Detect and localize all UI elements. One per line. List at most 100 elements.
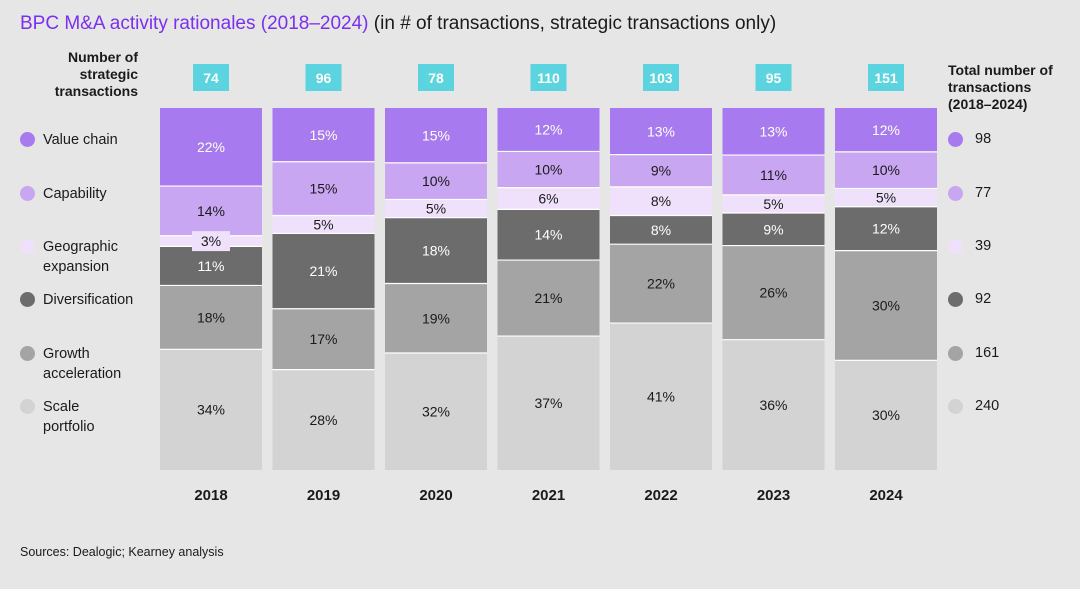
source-note: Sources: Dealogic; Kearney analysis bbox=[20, 545, 224, 559]
data-label-2021: 37% bbox=[534, 395, 562, 411]
legend-label: Diversification bbox=[43, 292, 134, 308]
bar-segment-2020-4 bbox=[385, 199, 487, 218]
data-label-2021: 12% bbox=[534, 122, 562, 138]
data-label-2023: 36% bbox=[759, 397, 787, 413]
data-label-2022: 8% bbox=[651, 222, 671, 238]
data-label-2019: 21% bbox=[309, 263, 337, 279]
count-box-2021 bbox=[530, 64, 567, 91]
bar-segment-2021-2 bbox=[497, 260, 600, 337]
data-label-2023: 11% bbox=[760, 167, 787, 183]
legend-value-chain: Value chain bbox=[20, 130, 155, 150]
bar-segment-2024-6 bbox=[835, 108, 937, 152]
x-tick-label-2019: 2019 bbox=[307, 487, 340, 504]
total-geographic-expansion: 39 bbox=[948, 238, 991, 254]
data-label-2021: 14% bbox=[534, 227, 562, 243]
chart-title-rest: (in # of transactions, strategic transac… bbox=[373, 13, 777, 34]
data-label-2024: 5% bbox=[876, 190, 896, 206]
x-tick-label-2022: 2022 bbox=[644, 487, 677, 504]
data-label-2023: 26% bbox=[759, 285, 787, 301]
data-label-2020: 32% bbox=[422, 403, 450, 419]
x-tick-label-2024: 2024 bbox=[869, 487, 903, 504]
legend-dot-icon bbox=[20, 239, 35, 254]
bar-segment-2022-4 bbox=[610, 186, 712, 216]
bar-segment-2023-4 bbox=[722, 194, 825, 213]
x-tick-label-2020: 2020 bbox=[419, 487, 452, 504]
count-label-2020: 78 bbox=[428, 70, 444, 86]
data-label-2022: 8% bbox=[651, 193, 671, 209]
count-label-2024: 151 bbox=[874, 70, 898, 86]
total-scale-portfolio: 240 bbox=[948, 398, 999, 414]
bar-segment-2020-3 bbox=[385, 217, 487, 284]
bar-segment-2023-6 bbox=[722, 108, 825, 156]
bar-segment-2023-3 bbox=[722, 212, 825, 246]
count-box-2020 bbox=[418, 64, 454, 91]
total-value: 39 bbox=[975, 238, 992, 254]
bar-segment-2020-1 bbox=[385, 352, 487, 470]
data-label-2020: 18% bbox=[422, 243, 450, 259]
data-label-2021: 10% bbox=[534, 162, 562, 178]
bar-segment-2021-6 bbox=[497, 108, 600, 152]
bar-segment-2018-5 bbox=[160, 186, 262, 236]
data-label-2019: 5% bbox=[313, 216, 333, 232]
total-value: 98 bbox=[975, 131, 992, 147]
total-capability: 77 bbox=[948, 185, 991, 201]
bar-segment-2024-5 bbox=[835, 151, 937, 189]
count-box-2023 bbox=[755, 64, 792, 91]
count-box-2022 bbox=[643, 64, 679, 91]
legend-dot-icon bbox=[20, 292, 35, 307]
bar-segment-2024-1 bbox=[835, 360, 937, 470]
legend-dot-icon bbox=[20, 132, 35, 147]
data-label-2020: 15% bbox=[422, 127, 450, 143]
bar-segment-2023-5 bbox=[722, 155, 825, 195]
legend-dot-icon bbox=[20, 346, 35, 361]
total-dot-icon bbox=[948, 238, 963, 254]
data-label-2023: 13% bbox=[759, 124, 787, 140]
data-label-2018: 3% bbox=[201, 233, 221, 249]
legend-scale-portfolio: Scale portfolio bbox=[20, 397, 120, 437]
count-label-2019: 96 bbox=[316, 70, 332, 86]
bar-segment-2023-2 bbox=[722, 245, 825, 340]
count-label-2018: 74 bbox=[203, 70, 219, 86]
x-tick-label-2018: 2018 bbox=[194, 487, 227, 504]
data-label-2022: 41% bbox=[647, 389, 675, 405]
data-label-2024: 30% bbox=[872, 407, 900, 423]
data-label-2019: 28% bbox=[309, 412, 337, 428]
count-box-2018 bbox=[193, 64, 229, 91]
bar-segment-2018-3 bbox=[160, 246, 262, 286]
bar-segment-2021-3 bbox=[497, 209, 600, 261]
bar-segment-2018-1 bbox=[160, 349, 262, 470]
data-label-2018: 11% bbox=[198, 258, 225, 274]
data-label-2023: 9% bbox=[763, 221, 783, 237]
bar-segment-2022-6 bbox=[610, 108, 712, 155]
bar-segment-2023-1 bbox=[722, 339, 825, 470]
total-value: 240 bbox=[975, 398, 1000, 414]
bar-segment-2021-5 bbox=[497, 151, 600, 188]
total-dot-icon bbox=[948, 131, 963, 147]
legend-diversification: Diversification bbox=[20, 290, 155, 310]
data-label-2018: 22% bbox=[197, 139, 225, 155]
data-label-2018: 34% bbox=[197, 402, 225, 418]
count-label-2021: 110 bbox=[537, 70, 560, 86]
bar-segment-2022-3 bbox=[610, 215, 712, 245]
bar-segment-2018-2 bbox=[160, 285, 262, 350]
data-label-2021: 21% bbox=[534, 290, 562, 306]
bar-segment-2021-4 bbox=[497, 187, 600, 210]
data-label-2018: 14% bbox=[197, 203, 225, 219]
total-value: 77 bbox=[975, 185, 992, 201]
bar-segment-2020-5 bbox=[385, 162, 487, 200]
total-value-chain: 98 bbox=[948, 131, 991, 147]
total-value: 161 bbox=[975, 345, 1000, 361]
total-diversification: 92 bbox=[948, 291, 991, 307]
data-label-2024: 10% bbox=[872, 162, 900, 178]
data-label-2020: 5% bbox=[426, 201, 446, 217]
bar-segment-2022-5 bbox=[610, 154, 712, 187]
bar-segment-2019-3 bbox=[272, 233, 375, 309]
total-value: 92 bbox=[975, 291, 992, 307]
legend-label: Capability bbox=[43, 186, 107, 202]
legend-geographic-expansion: Geographic expansion bbox=[20, 237, 140, 277]
bar-segment-2022-1 bbox=[610, 323, 712, 470]
legend-dot-icon bbox=[20, 399, 35, 414]
bar-segment-2020-6 bbox=[385, 108, 487, 163]
data-label-2022: 13% bbox=[647, 123, 675, 139]
